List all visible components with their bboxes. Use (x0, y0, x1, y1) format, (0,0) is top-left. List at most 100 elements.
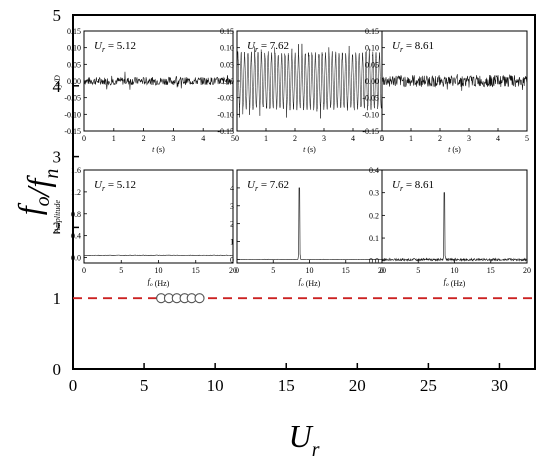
main-plot-frame (72, 14, 536, 370)
inset-y-tick-label: 0.05 (220, 60, 234, 69)
inset-y-tick-label: 0.4 (369, 166, 379, 175)
inset-y-tick-label: 1 (230, 238, 234, 247)
main-x-tick-label: 15 (278, 376, 295, 395)
inset-frame (381, 169, 528, 264)
inset-x-tick-label: 3 (467, 134, 471, 143)
inset-y-tick-label: 0 (230, 255, 234, 264)
inset-signal-line (236, 187, 383, 260)
inset-y-tick-label: 1.2 (71, 188, 81, 197)
inset-annotation: Ur = 5.12 (94, 40, 136, 54)
inset-x-tick-label: 2 (142, 134, 146, 143)
inset-y-tick-label: 0.00 (220, 77, 234, 86)
inset-x-tick-label: 0 (235, 266, 239, 275)
inset-signal-line (381, 192, 528, 262)
inset-y-tick-label: 0.00 (67, 77, 81, 86)
inset-6: 0 5 10 15 200.00.10.20.30.4fo (Hz)Ur = 8.61 (369, 166, 531, 288)
inset-y-tick-label: 0.1 (369, 234, 379, 243)
inset-x-axis-label: t (s) (152, 145, 165, 154)
inset-y-tick-label: 3 (230, 202, 234, 211)
inset-y-tick-label: 0.00 (365, 77, 379, 86)
inset-x-tick-label: 20 (229, 266, 237, 275)
inset-x-tick-label: 5 (380, 134, 384, 143)
data-point (194, 293, 205, 304)
inset-x-tick-label: 5 (525, 134, 529, 143)
inset-x-tick-label: 15 (487, 266, 495, 275)
main-x-tick-label: 25 (420, 376, 437, 395)
inset-y-tick-label: 1.6 (71, 166, 81, 175)
inset-y-tick-label: -0.10 (362, 110, 379, 119)
inset-y-tick-label: 0.0 (71, 254, 81, 263)
inset-y-tick-label: 0.10 (67, 44, 81, 53)
inset-y-tick-label: -0.05 (217, 94, 234, 103)
inset-x-tick-label: 0 (380, 134, 384, 143)
inset-y-tick-label: 0.10 (365, 44, 379, 53)
inset-annotation: Ur = 8.61 (392, 40, 434, 54)
inset-signal-line (83, 71, 234, 90)
inset-y-tick-label: 2 (230, 220, 234, 229)
inset-y-tick-label: -0.15 (64, 127, 81, 136)
inset-x-tick-label: 2 (293, 134, 297, 143)
inset-y-tick-label: -0.10 (64, 110, 81, 119)
inset-x-tick-label: 0 (235, 134, 239, 143)
inset-2: 0 1 2 3 4 5-0.15-0.10-0.050.000.050.100.15t (… (217, 27, 384, 154)
inset-y-tick-label: 0.10 (220, 44, 234, 53)
inset-x-tick-label: 15 (342, 266, 350, 275)
inset-y-tick-label: 0.8 (71, 210, 81, 219)
main-y-tick-label: 5 (53, 6, 62, 25)
inset-x-tick-label: 5 (231, 134, 235, 143)
main-y-tick-label: 3 (53, 148, 62, 167)
inset-y-tick-label: 0.15 (220, 27, 234, 36)
inset-x-tick-label: 2 (438, 134, 442, 143)
inset-signal-line (236, 43, 383, 119)
inset-y-axis-label: Amplitude (53, 200, 62, 234)
inset-x-tick-label: 20 (523, 266, 531, 275)
inset-x-axis-label: t (s) (303, 145, 316, 154)
main-y-tick-label: 0 (53, 360, 62, 379)
inset-x-tick-label: 10 (306, 266, 314, 275)
inset-annotation: Ur = 5.12 (94, 179, 136, 193)
inset-x-axis-label: fo (Hz) (299, 277, 321, 288)
inset-y-tick-label: 0.05 (67, 60, 81, 69)
inset-x-tick-label: 1 (112, 134, 116, 143)
inset-y-tick-label: -0.05 (64, 94, 81, 103)
inset-x-tick-label: 1 (264, 134, 268, 143)
inset-y-tick-label: 0.3 (369, 189, 379, 198)
main-y-tick-label: 4 (53, 77, 62, 96)
inset-y-tick-label: 0.2 (369, 211, 379, 220)
main-y-tick-label: 2 (53, 218, 62, 237)
inset-x-tick-label: 4 (201, 134, 205, 143)
inset-x-tick-label: 10 (451, 266, 459, 275)
inset-y-tick-label: 0.15 (365, 27, 379, 36)
inset-1: 0 1 2 3 4 5-0.15-0.10-0.050.000.050.100.15t (… (53, 27, 235, 154)
main-x-tick-label: 0 (69, 376, 78, 395)
main-x-axis-label: Ur (289, 418, 320, 457)
inset-y-tick-label: 0.05 (365, 60, 379, 69)
inset-x-tick-label: 0 (82, 134, 86, 143)
inset-x-tick-label: 4 (496, 134, 500, 143)
inset-y-tick-label: -0.05 (362, 94, 379, 103)
main-x-tick-label: 20 (349, 376, 366, 395)
inset-y-tick-label: -0.10 (217, 110, 234, 119)
inset-x-tick-label: 15 (192, 266, 200, 275)
main-x-tick-label: 30 (491, 376, 508, 395)
inset-y-tick-label: 0.15 (67, 27, 81, 36)
inset-3: 0 1 2 3 4 5-0.15-0.10-0.050.000.050.100.15t (… (362, 27, 529, 154)
inset-frame (83, 169, 234, 264)
inset-x-axis-label: fo (Hz) (148, 277, 170, 288)
inset-y-tick-label: 0.0 (369, 257, 379, 266)
inset-signal-line (381, 74, 528, 91)
inset-x-tick-label: 5 (271, 266, 275, 275)
inset-4: 0 5 10 15 200.00.40.81.21.6fo (Hz)AmplitudeU… (53, 166, 237, 288)
inset-x-tick-label: 1 (409, 134, 413, 143)
main-y-tick-label: 1 (53, 289, 62, 308)
inset-x-axis-label: t (s) (448, 145, 461, 154)
main-x-tick-label: 10 (207, 376, 224, 395)
inset-x-tick-label: 5 (416, 266, 420, 275)
inset-x-tick-label: 5 (119, 266, 123, 275)
main-x-tick-label: 5 (140, 376, 149, 395)
inset-signal-line (83, 254, 234, 256)
inset-y-tick-label: 0.4 (71, 232, 81, 241)
inset-annotation: Ur = 7.62 (247, 179, 289, 193)
